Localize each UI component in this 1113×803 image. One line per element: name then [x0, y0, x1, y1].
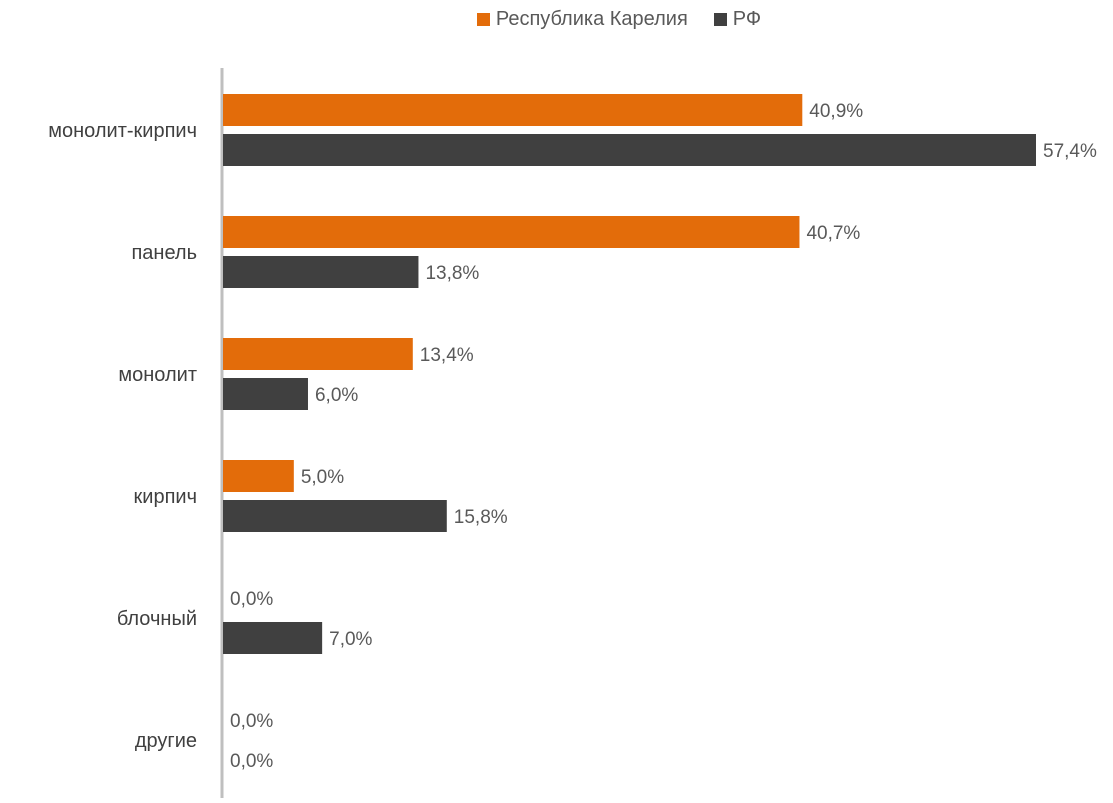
bar-rf — [223, 378, 308, 410]
bar-karelia — [223, 338, 413, 370]
bar-karelia — [223, 460, 294, 492]
data-label: 7,0% — [329, 629, 372, 650]
data-label: 13,8% — [425, 263, 479, 284]
legend-label-karelia: Республика Карелия — [495, 8, 688, 30]
data-label: 40,7% — [806, 223, 860, 244]
data-label: 40,9% — [809, 101, 863, 122]
bar-rf — [223, 256, 419, 288]
category-label: другие — [135, 730, 197, 752]
legend-item-rf: РФ — [713, 8, 762, 31]
data-label: 6,0% — [315, 385, 358, 406]
legend: Республика Карелия РФ — [0, 8, 1113, 31]
data-label: 0,0% — [230, 751, 273, 772]
bar-rf — [223, 500, 447, 532]
legend-item-karelia: Республика Карелия — [352, 8, 688, 31]
category-label: блочный — [117, 608, 197, 630]
category-label: кирпич — [134, 486, 197, 508]
bar-rf — [223, 134, 1036, 166]
category-label: монолит — [118, 364, 197, 386]
category-label: монолит-кирпич — [48, 120, 197, 142]
bar-rf — [223, 622, 323, 654]
legend-swatch-karelia — [476, 13, 490, 26]
data-label: 0,0% — [230, 711, 273, 732]
category-label: панель — [131, 242, 197, 264]
data-label: 0,0% — [230, 589, 273, 610]
legend-label-rf: РФ — [732, 8, 762, 30]
bar-karelia — [223, 94, 803, 126]
data-label: 15,8% — [454, 507, 508, 528]
bar-karelia — [223, 216, 800, 248]
legend-swatch-rf — [713, 13, 727, 26]
data-label: 57,4% — [1043, 141, 1097, 162]
data-label: 5,0% — [301, 467, 344, 488]
data-label: 13,4% — [420, 345, 474, 366]
